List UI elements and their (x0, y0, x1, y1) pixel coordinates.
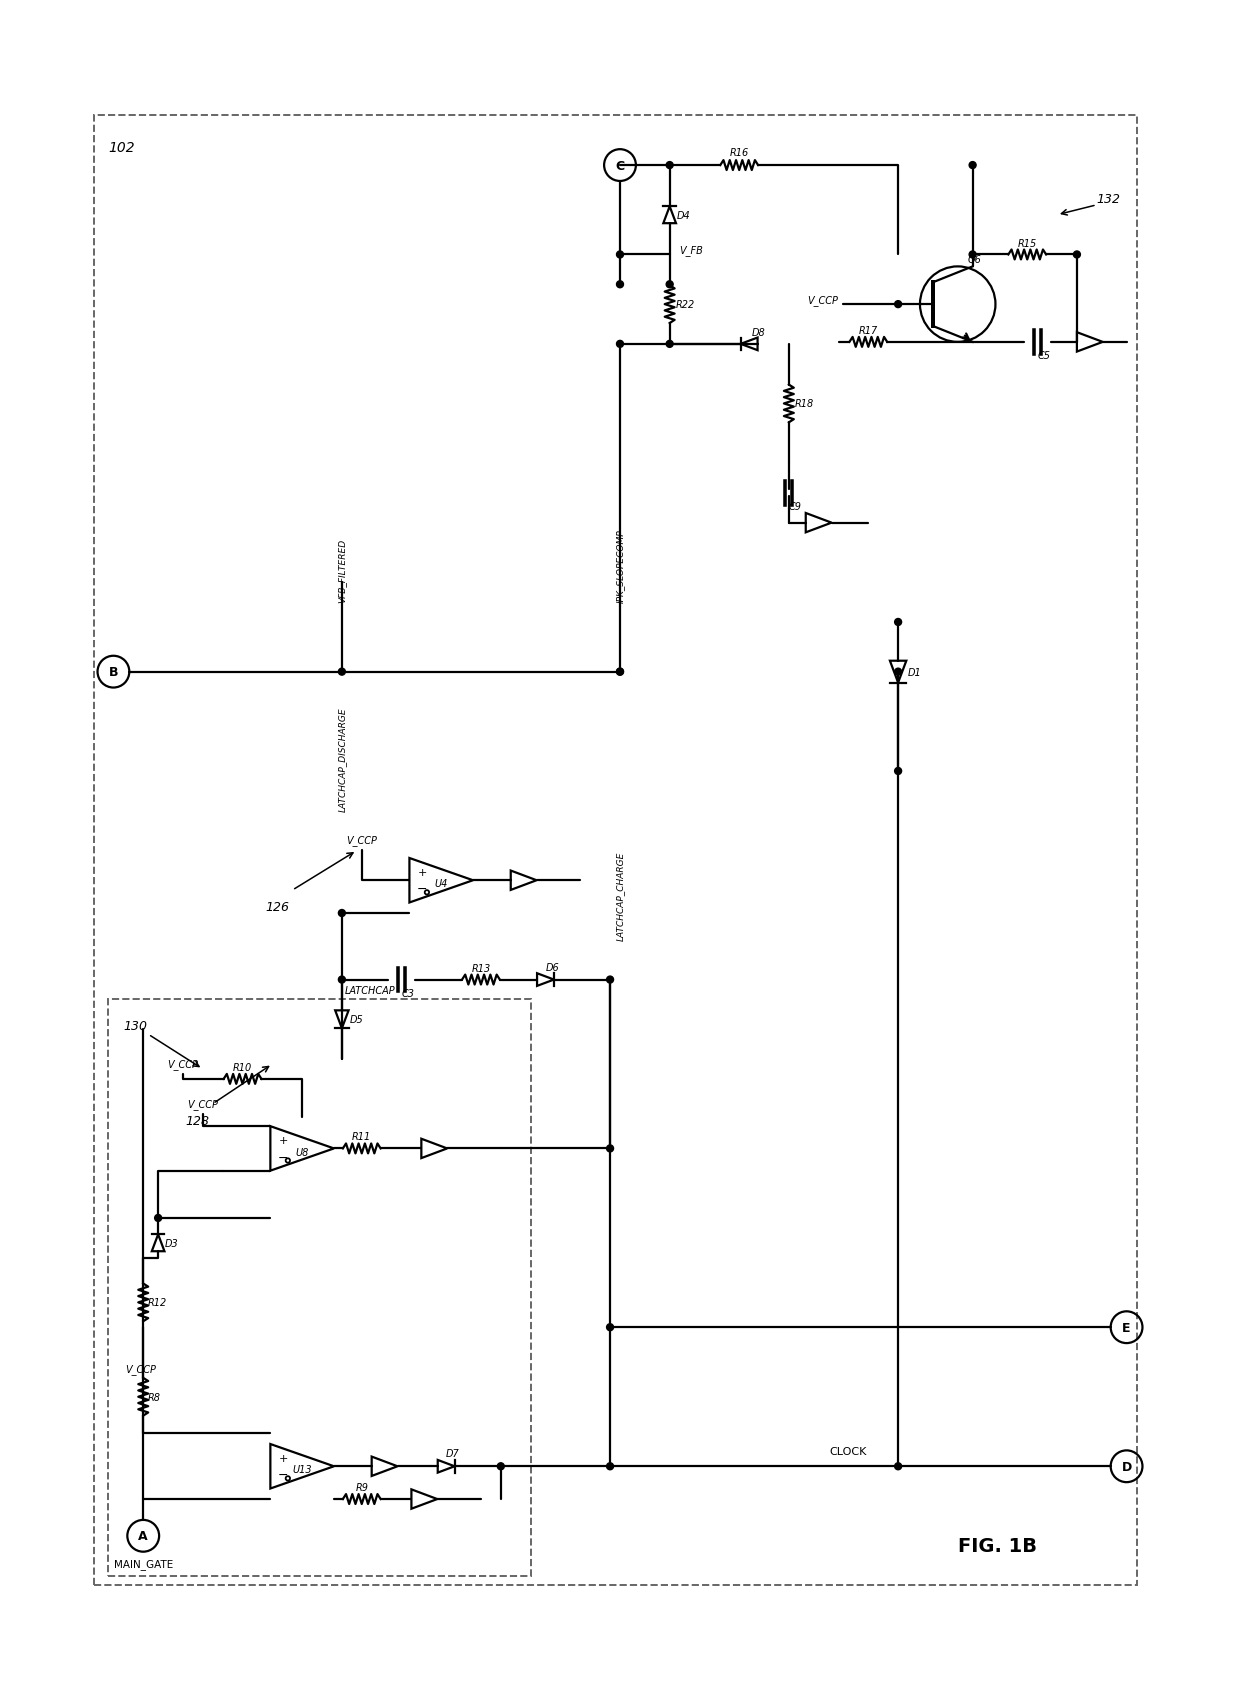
Text: U13: U13 (293, 1465, 312, 1475)
Text: IPK_SLOPECOMP: IPK_SLOPECOMP (615, 530, 625, 602)
Text: D7: D7 (446, 1448, 460, 1458)
Text: D: D (1121, 1460, 1132, 1473)
Text: U8: U8 (295, 1147, 309, 1157)
Circle shape (666, 341, 673, 348)
Circle shape (155, 1214, 161, 1221)
Circle shape (606, 977, 614, 984)
Circle shape (606, 1463, 614, 1470)
Circle shape (339, 977, 346, 984)
Text: B: B (109, 666, 118, 680)
Circle shape (894, 1463, 901, 1470)
Text: D5: D5 (350, 1014, 363, 1024)
Text: R17: R17 (858, 326, 878, 336)
Text: E: E (1122, 1320, 1131, 1334)
Circle shape (1074, 252, 1080, 259)
Circle shape (970, 163, 976, 170)
Text: 130: 130 (123, 1019, 148, 1033)
Text: C9: C9 (789, 501, 802, 511)
Bar (93, 116, 1137, 1586)
Text: +: + (279, 1135, 288, 1145)
Text: 132: 132 (1096, 193, 1121, 205)
Text: R11: R11 (352, 1132, 371, 1142)
Circle shape (616, 341, 624, 348)
Text: +: + (418, 868, 427, 876)
Bar (108, 999, 531, 1576)
Text: C5: C5 (1037, 350, 1050, 360)
Circle shape (616, 669, 624, 676)
Text: V_CCP: V_CCP (187, 1098, 218, 1108)
Text: R9: R9 (355, 1482, 368, 1492)
Text: −: − (278, 1468, 289, 1482)
Text: R22: R22 (676, 299, 694, 309)
Text: V_CCP: V_CCP (807, 294, 838, 306)
Text: FIG. 1B: FIG. 1B (959, 1536, 1037, 1556)
Text: C: C (615, 160, 625, 173)
Text: LATCHCAP_DISCHARGE: LATCHCAP_DISCHARGE (337, 706, 346, 811)
Text: +: + (279, 1453, 288, 1463)
Circle shape (339, 910, 346, 917)
Text: Q6: Q6 (967, 256, 982, 266)
Circle shape (894, 669, 901, 676)
Text: LATCHCAP: LATCHCAP (345, 986, 396, 996)
Circle shape (339, 669, 346, 676)
Text: A: A (139, 1529, 148, 1542)
Circle shape (497, 1463, 505, 1470)
Text: 102: 102 (108, 141, 135, 155)
Text: LATCHCAP_CHARGE: LATCHCAP_CHARGE (615, 851, 625, 940)
Text: D8: D8 (753, 328, 766, 338)
Text: D3: D3 (165, 1238, 179, 1248)
Text: D1: D1 (908, 668, 921, 678)
Text: V_FB: V_FB (680, 246, 703, 256)
Text: V_CCP: V_CCP (167, 1058, 198, 1070)
Text: D6: D6 (546, 962, 559, 972)
Text: R18: R18 (795, 399, 815, 409)
Text: MAIN_GATE: MAIN_GATE (114, 1558, 172, 1569)
Text: CLOCK: CLOCK (830, 1447, 867, 1457)
Text: U4: U4 (434, 880, 448, 888)
Text: −: − (417, 883, 428, 897)
Circle shape (970, 252, 976, 259)
Circle shape (616, 281, 624, 289)
Text: 126: 126 (265, 900, 289, 913)
Text: 128: 128 (186, 1113, 210, 1127)
Circle shape (616, 252, 624, 259)
Text: V_CCP: V_CCP (125, 1362, 156, 1374)
Text: V_CCP: V_CCP (346, 834, 377, 846)
Circle shape (894, 301, 901, 308)
Text: D4: D4 (677, 210, 691, 220)
Circle shape (666, 281, 673, 289)
Circle shape (894, 769, 901, 775)
Text: C3: C3 (402, 989, 414, 999)
Circle shape (606, 1145, 614, 1152)
Circle shape (666, 163, 673, 170)
Text: VFB_FILTERED: VFB_FILTERED (337, 538, 346, 602)
Text: R15: R15 (1018, 239, 1037, 249)
Text: R10: R10 (233, 1063, 252, 1073)
Circle shape (606, 1324, 614, 1330)
Text: −: − (278, 1150, 289, 1164)
Text: R8: R8 (149, 1393, 161, 1401)
Circle shape (894, 619, 901, 626)
Text: R12: R12 (149, 1297, 167, 1307)
Circle shape (616, 669, 624, 676)
Text: R13: R13 (471, 964, 491, 972)
Text: R16: R16 (729, 148, 749, 158)
